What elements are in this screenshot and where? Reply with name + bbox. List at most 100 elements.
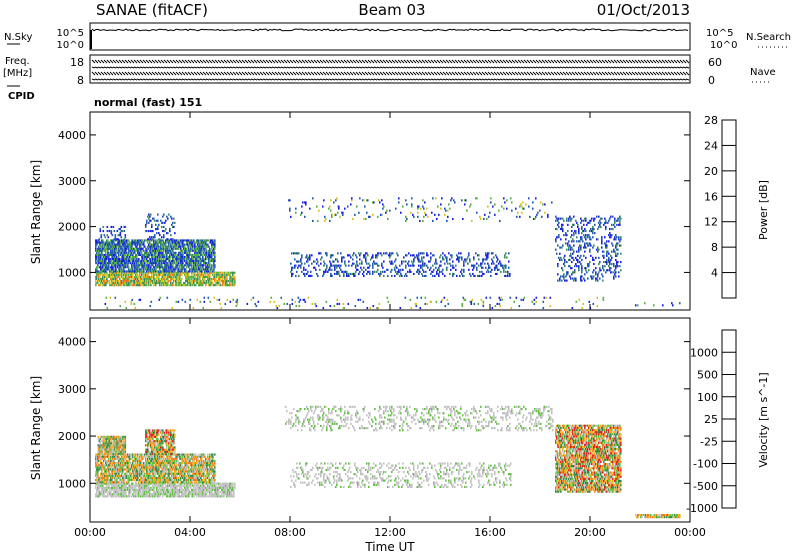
scatter-cell xyxy=(225,280,227,283)
scatter-cell xyxy=(209,253,211,256)
scatter-cell xyxy=(171,284,173,287)
scatter-cell xyxy=(103,243,105,246)
scatter-cell xyxy=(387,268,389,271)
scatter-cell xyxy=(469,258,471,261)
scatter-cell xyxy=(142,482,144,485)
scatter-cell xyxy=(104,275,106,278)
scatter-cell xyxy=(119,482,121,485)
scatter-cell xyxy=(588,265,590,268)
scatter-cell xyxy=(587,277,589,280)
scatter-cell xyxy=(620,217,622,220)
scatter-cell xyxy=(573,240,575,243)
scatter-cell xyxy=(308,256,310,259)
scatter-cell xyxy=(324,219,326,222)
scatter-cell xyxy=(106,268,108,271)
scatter-cell xyxy=(100,264,102,267)
scatter-cell xyxy=(372,213,374,216)
scatter-cell xyxy=(620,261,622,264)
scatter-cell xyxy=(515,207,517,210)
scatter-cell xyxy=(140,271,142,274)
scatter-cell xyxy=(200,282,202,285)
scatter-cell xyxy=(122,239,124,242)
scatter-cell xyxy=(185,277,187,280)
scatter-cell xyxy=(151,264,153,267)
scatter-cell xyxy=(159,495,161,498)
scatter-cell xyxy=(193,271,195,274)
scatter-cell xyxy=(158,493,160,496)
scatter-cell xyxy=(137,247,139,250)
scatter-cell xyxy=(109,486,111,489)
scatter-cell xyxy=(146,282,148,285)
scatter-cell xyxy=(198,264,200,267)
scatter-cell xyxy=(213,268,215,271)
scatter-cell xyxy=(200,275,202,278)
freq-band-mark xyxy=(523,66,528,69)
scatter-cell xyxy=(121,271,123,274)
scatter-cell xyxy=(172,221,174,224)
freq-band-mark xyxy=(652,59,657,64)
scatter-cell xyxy=(444,305,447,308)
scatter-cell xyxy=(205,258,207,261)
freq-right-bottom: 0 xyxy=(708,74,715,87)
freq-nave-bands xyxy=(91,59,690,81)
scatter-cell xyxy=(201,268,203,271)
freq-band-mark xyxy=(181,59,186,64)
scatter-cell xyxy=(532,207,534,210)
scatter-cell xyxy=(161,253,163,256)
scatter-cell xyxy=(102,284,104,287)
scatter-cell xyxy=(95,282,97,285)
scatter-cell xyxy=(376,307,379,310)
scatter-cell xyxy=(394,260,396,263)
scatter-cell xyxy=(609,232,611,235)
scatter-cell xyxy=(118,284,120,287)
scatter-cell xyxy=(167,284,169,287)
scatter-cell xyxy=(182,266,184,269)
scatter-cell xyxy=(118,258,120,261)
scatter-cell xyxy=(107,495,109,498)
scatter-cell xyxy=(99,493,101,496)
scatter-cell xyxy=(146,482,148,485)
scatter-cell xyxy=(130,243,132,246)
scatter-cell xyxy=(124,258,126,261)
scatter-cell xyxy=(234,282,236,285)
freq-band-mark xyxy=(556,71,561,76)
freq-band-mark xyxy=(679,66,684,69)
scatter-cell xyxy=(114,245,116,248)
freq-band-mark xyxy=(226,71,231,76)
scatter-cell xyxy=(410,254,412,257)
scatter-cell xyxy=(126,239,128,242)
freq-band-mark xyxy=(292,59,297,64)
scatter-cell xyxy=(587,244,589,247)
scatter-cell xyxy=(143,275,145,278)
scatter-cell xyxy=(152,238,154,241)
scatter-cell xyxy=(102,225,105,228)
scatter-cell xyxy=(411,203,413,206)
scatter-cell xyxy=(115,258,117,261)
scatter-cell xyxy=(145,495,147,498)
scatter-cell xyxy=(154,484,156,487)
scatter-cell xyxy=(159,260,161,263)
scatter-cell xyxy=(599,277,601,280)
scatter-cell xyxy=(105,243,107,246)
scatter-cell xyxy=(128,495,130,498)
scatter-cell xyxy=(150,270,152,273)
scatter-cell xyxy=(606,263,608,266)
scatter-cell xyxy=(201,239,203,242)
scatter-cell xyxy=(125,493,127,496)
scatter-cell xyxy=(112,247,114,250)
scatter-cell xyxy=(95,280,97,283)
scatter-cell xyxy=(154,482,156,485)
scatter-cell xyxy=(449,207,451,210)
scatter-cell xyxy=(450,268,452,271)
scatter-cell xyxy=(577,223,579,226)
freq-band-mark xyxy=(406,78,411,81)
scatter-cell xyxy=(584,273,586,276)
scatter-cell xyxy=(170,255,172,258)
freq-band-mark xyxy=(676,71,681,76)
scatter-cell xyxy=(114,270,116,273)
scatter-cell xyxy=(446,258,448,261)
scatter-cell xyxy=(95,247,97,250)
scatter-cell xyxy=(191,247,193,250)
scatter-cell xyxy=(507,270,509,273)
scatter-cell xyxy=(505,252,507,255)
